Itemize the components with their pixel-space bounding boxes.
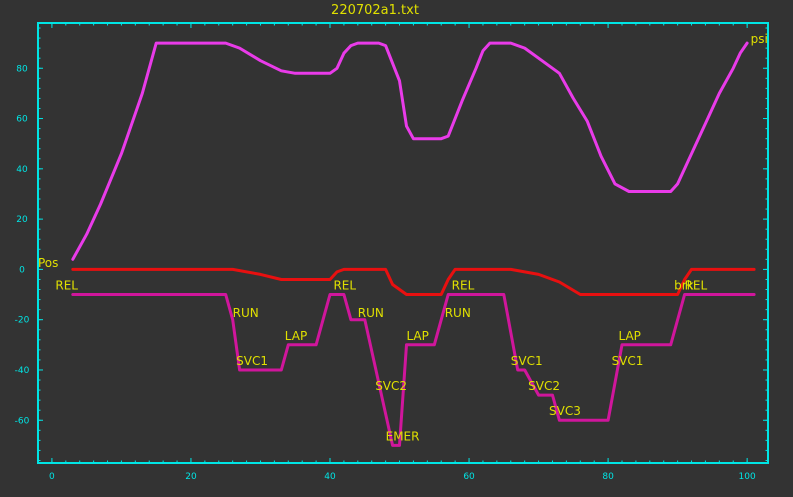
annotation-label: SVC2 bbox=[375, 379, 407, 393]
annotation-label: SVC1 bbox=[236, 354, 268, 368]
plot-frame bbox=[37, 22, 769, 464]
y-tick-label: 40 bbox=[16, 165, 28, 175]
annotation-label: REL bbox=[333, 279, 356, 293]
annotation-label: SVC2 bbox=[528, 379, 560, 393]
annotation-label: brk bbox=[674, 279, 694, 293]
series-line-2 bbox=[71, 267, 756, 296]
y-tick-label: -20 bbox=[15, 316, 30, 326]
annotation-label: RUN bbox=[445, 306, 471, 320]
annotation-label: EMER bbox=[386, 429, 420, 443]
y-tick-label: 60 bbox=[16, 115, 28, 125]
annotation-label: SVC1 bbox=[612, 354, 644, 368]
annotation-label: psi bbox=[751, 32, 768, 46]
y-tick-label: 0 bbox=[19, 265, 25, 275]
annotation-label: RUN bbox=[233, 306, 259, 320]
series-line-3 bbox=[71, 293, 756, 447]
annotation-layer: psiPosRELRUNSVC1LAPRELRUNSVC2EMERLAPRUNR… bbox=[38, 32, 768, 443]
annotation-label: LAP bbox=[619, 329, 641, 343]
y-tick-label: -60 bbox=[15, 416, 30, 426]
annotation-label: REL bbox=[452, 279, 475, 293]
annotation-label: REL bbox=[55, 279, 78, 293]
series-layer bbox=[71, 41, 756, 447]
x-tick-label: 80 bbox=[602, 472, 614, 482]
y-tick-label: -40 bbox=[15, 366, 30, 376]
y-tick-label: 80 bbox=[16, 64, 28, 74]
axis-ticks bbox=[38, 23, 768, 463]
chart-title: 220702a1.txt bbox=[331, 3, 419, 18]
x-tick-label: 0 bbox=[49, 472, 55, 482]
x-tick-label: 20 bbox=[185, 472, 197, 482]
annotation-label: Pos bbox=[38, 256, 58, 270]
annotation-label: SVC1 bbox=[511, 354, 543, 368]
y-tick-label: 20 bbox=[16, 215, 28, 225]
series-line-1 bbox=[71, 41, 749, 261]
annotation-label: LAP bbox=[285, 329, 307, 343]
x-tick-label: 100 bbox=[739, 472, 756, 482]
annotation-label: RUN bbox=[358, 306, 384, 320]
annotation-label: LAP bbox=[406, 329, 428, 343]
annotation-label: SVC3 bbox=[549, 404, 581, 418]
tick-labels: 0 20 40 60 80 100 80 60 40 20 0 -20 -40 -60 bbox=[15, 64, 756, 482]
x-tick-label: 60 bbox=[463, 472, 475, 482]
annotation-label: REL bbox=[685, 279, 708, 293]
x-tick-label: 40 bbox=[324, 472, 336, 482]
